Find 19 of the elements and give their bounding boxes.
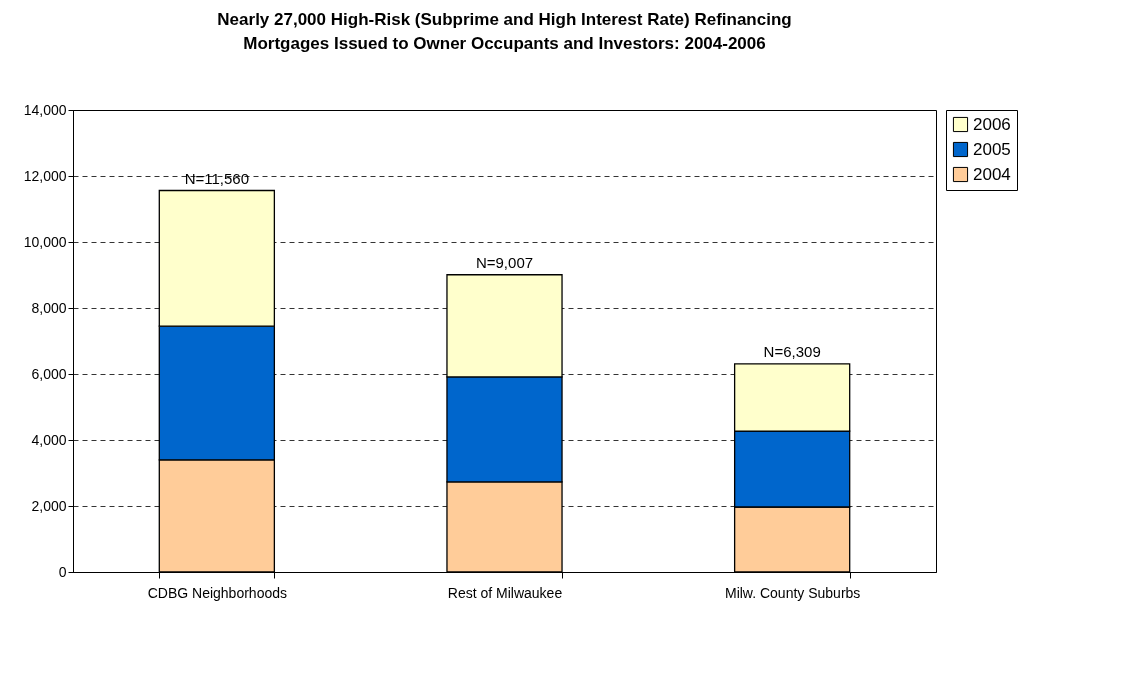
legend-label: 2006 <box>973 114 1011 134</box>
legend-label: 2005 <box>973 139 1011 159</box>
y-tick-label: 12,000 <box>23 167 67 184</box>
y-tick-label: 4,000 <box>31 431 67 448</box>
y-tick-label: 10,000 <box>23 233 67 250</box>
x-tick-label: CDBG Neighborhoods <box>147 584 287 601</box>
total-label: N=6,309 <box>763 342 821 360</box>
x-tick-label: Rest of Milwaukee <box>447 584 563 601</box>
y-tick-label: 6,000 <box>31 365 67 382</box>
y-tick-label: 2,000 <box>31 497 67 514</box>
text: Mortgages Issued to Owner Occupants and Investors: 2004-2006 <box>243 34 766 53</box>
y-tick-label: 0 <box>58 563 67 580</box>
legend-label: 2004 <box>973 164 1011 184</box>
total-label: N=9,007 <box>475 253 534 271</box>
x-tick-label: Milw. County Suburbs <box>724 584 861 601</box>
total-label: N=11,560 <box>184 169 250 187</box>
text: Nearly 27,000 High-Risk (Subprime and High Interest Rate) Refinancing <box>217 10 792 29</box>
y-tick-label: 14,000 <box>23 101 67 118</box>
y-tick-label: 8,000 <box>31 299 67 316</box>
